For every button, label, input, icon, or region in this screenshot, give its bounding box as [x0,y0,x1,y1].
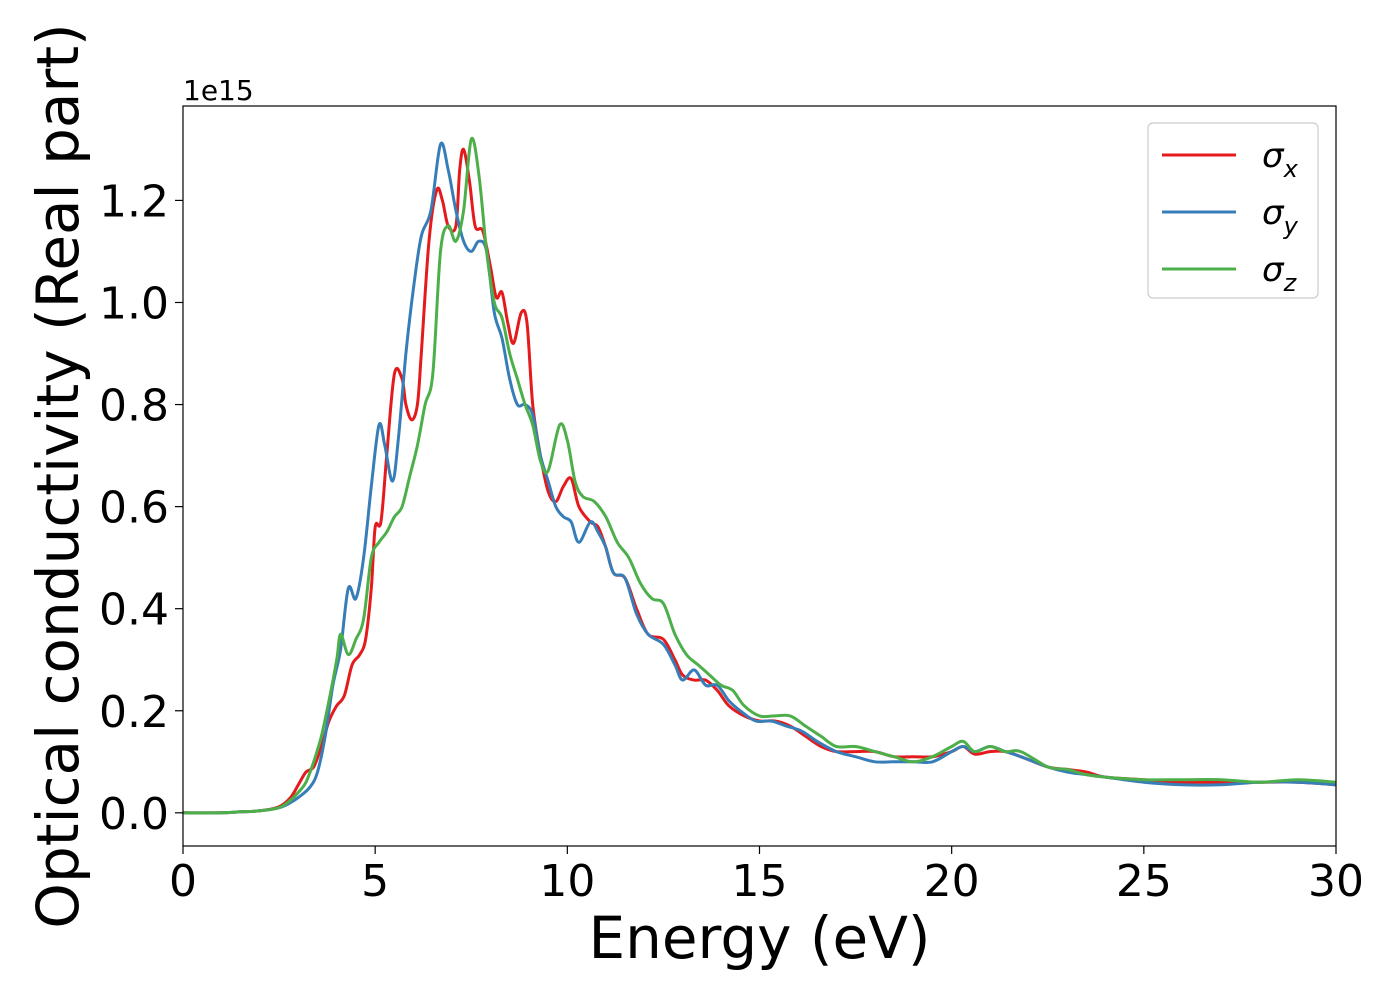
series-line-sigma-y [183,141,1336,815]
legend-subscript: x [1283,155,1299,183]
y-axis-title: Optical conductivity (Real part) [24,23,92,928]
y-offset-label: 1e15 [183,74,254,107]
x-axis-ticks: 0 5 10 15 20 25 30 [169,846,1364,907]
legend-label-sigma-y: σy [1262,193,1299,240]
y-tick-label: 0.6 [99,483,169,534]
y-tick-label: 1.2 [99,176,169,227]
x-axis-title: Energy (eV) [588,904,930,972]
x-tick-label: 5 [361,856,389,907]
series-line-sigma-z [183,136,1336,815]
series-layer [183,136,1336,815]
x-tick-label: 25 [1116,856,1172,907]
x-tick-label: 0 [169,856,197,907]
y-tick-label: 1.0 [99,278,169,329]
y-tick-label: 0.0 [99,789,169,840]
legend-symbol: σ [1262,193,1285,233]
y-axis-ticks: 0.0 0.2 0.4 0.6 0.8 1.0 1.2 [99,176,183,840]
y-tick-label: 0.2 [99,687,169,738]
x-tick-label: 15 [732,856,788,907]
legend-subscript: y [1283,212,1299,240]
y-tick-label: 0.4 [99,585,169,636]
legend-label-sigma-z: σz [1262,250,1298,297]
x-tick-label: 30 [1308,856,1364,907]
y-tick-label: 0.8 [99,381,169,432]
legend-symbol: σ [1262,250,1285,290]
legend-subscript: z [1283,269,1298,297]
legend-label-sigma-x: σx [1262,136,1299,183]
x-tick-label: 20 [924,856,980,907]
x-tick-label: 10 [539,856,595,907]
legend-symbol: σ [1262,136,1285,176]
